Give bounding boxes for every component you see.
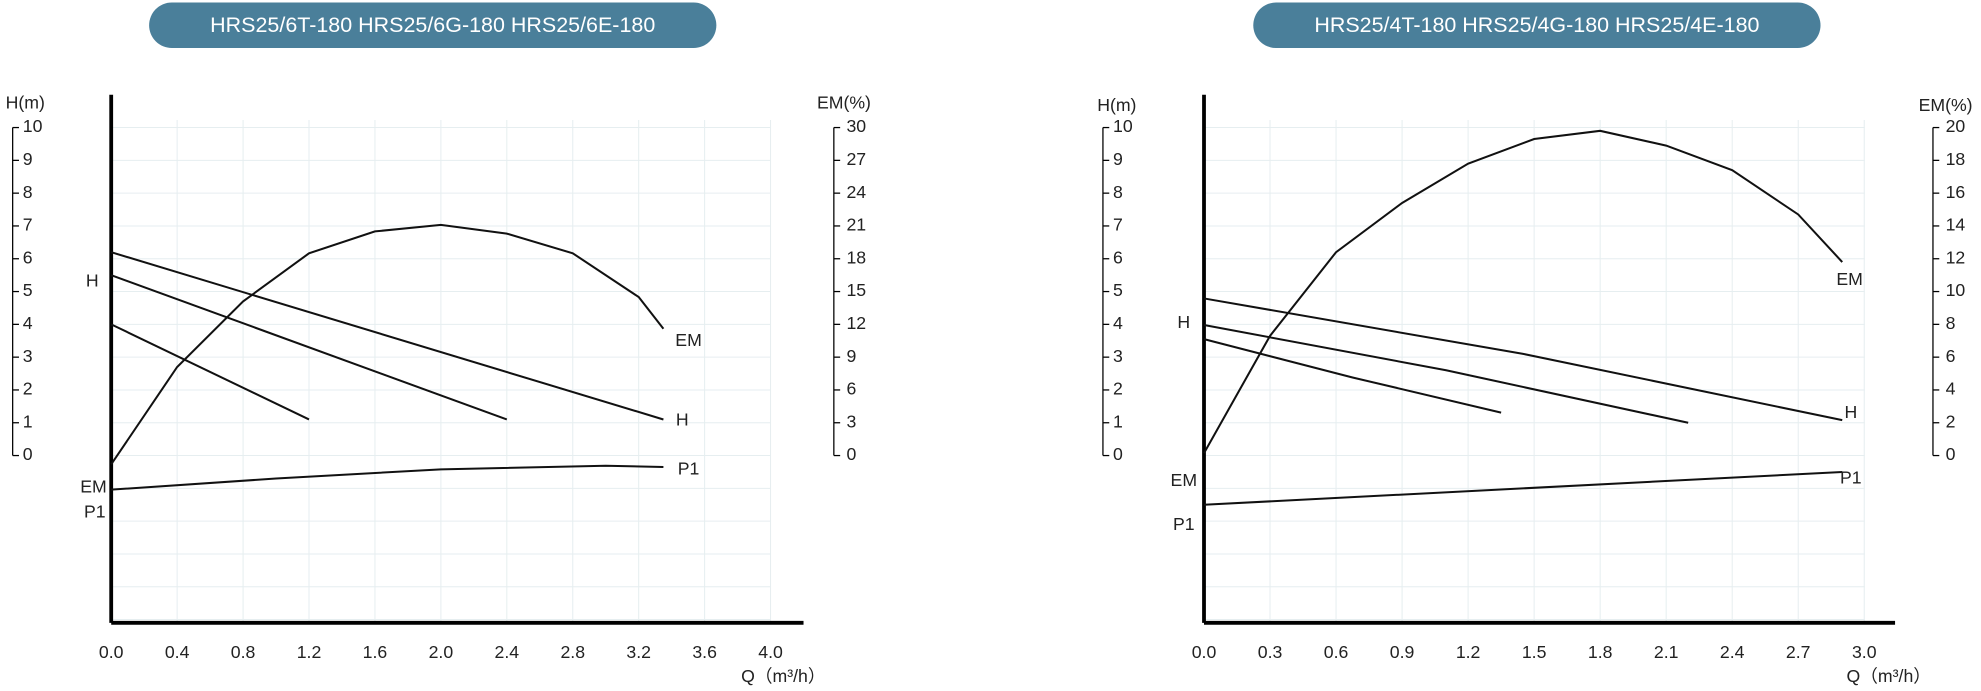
y2-tick-label: 8 bbox=[1946, 313, 1956, 333]
x-tick-label: 2.7 bbox=[1786, 642, 1811, 662]
y2-tick-label: 10 bbox=[1946, 280, 1966, 300]
y-tick-label: 7 bbox=[1113, 215, 1123, 235]
y2-tick-label: 24 bbox=[846, 182, 866, 202]
y2-tick-label: 18 bbox=[846, 247, 866, 267]
curve-label: EM bbox=[1171, 470, 1198, 490]
x-tick-label: 0.6 bbox=[1324, 642, 1349, 662]
curve-label: EM bbox=[675, 330, 702, 350]
x-tick-label: 1.2 bbox=[1456, 642, 1481, 662]
x-tick-label: 2.4 bbox=[1720, 642, 1745, 662]
y-tick-label: 2 bbox=[23, 379, 33, 399]
chart-title: HRS25/4T-180 HRS25/4G-180 HRS25/4E-180 bbox=[1314, 13, 1759, 37]
curve-label: H bbox=[1177, 312, 1190, 332]
title-pill bbox=[149, 2, 717, 49]
y-tick-label: 2 bbox=[1113, 379, 1123, 399]
y-tick-label: 7 bbox=[23, 215, 33, 235]
x-tick-label: 2.1 bbox=[1654, 642, 1679, 662]
x-axis-label: Q（m³/h） bbox=[741, 666, 825, 686]
x-tick-label: 1.5 bbox=[1522, 642, 1547, 662]
curve-label: P1 bbox=[678, 459, 700, 479]
x-tick-label: 0.8 bbox=[231, 642, 256, 662]
y2-tick-label: 3 bbox=[846, 411, 856, 431]
y-tick-label: 6 bbox=[1113, 247, 1123, 267]
curve-label: P1 bbox=[1173, 514, 1195, 534]
y-tick-label: 1 bbox=[1113, 411, 1123, 431]
y2-axis-label: EM(%) bbox=[1919, 95, 1973, 115]
y-tick-label: 0 bbox=[23, 444, 33, 464]
y2-axis-label: EM(%) bbox=[817, 92, 871, 112]
y-tick-label: 0 bbox=[1113, 444, 1123, 464]
y-tick-label: 8 bbox=[1113, 182, 1123, 202]
y2-tick-label: 4 bbox=[1946, 379, 1956, 399]
x-axis-label: Q（m³/h） bbox=[1847, 666, 1931, 686]
y-axis-label: H(m) bbox=[6, 92, 45, 112]
y-tick-label: 5 bbox=[1113, 280, 1123, 300]
y2-tick-label: 21 bbox=[846, 215, 866, 235]
curve-label: EM bbox=[1836, 269, 1863, 289]
y2-tick-label: 16 bbox=[1946, 182, 1966, 202]
x-tick-label: 4.0 bbox=[758, 642, 783, 662]
y-tick-label: 10 bbox=[1113, 116, 1133, 136]
x-tick-label: 3.2 bbox=[626, 642, 651, 662]
x-tick-label: 2.8 bbox=[560, 642, 585, 662]
x-tick-label: 0.0 bbox=[1192, 642, 1217, 662]
y2-tick-label: 0 bbox=[1946, 444, 1956, 464]
curve bbox=[110, 323, 310, 421]
y-tick-label: 3 bbox=[23, 346, 33, 366]
y2-tick-label: 18 bbox=[1946, 149, 1966, 169]
x-tick-label: 0.3 bbox=[1258, 642, 1283, 662]
x-tick-label: 0.9 bbox=[1390, 642, 1415, 662]
x-tick-label: 0.4 bbox=[165, 642, 190, 662]
y-tick-label: 10 bbox=[23, 116, 43, 136]
y2-tick-label: 6 bbox=[846, 379, 856, 399]
curve bbox=[1203, 129, 1843, 454]
x-tick-label: 2.4 bbox=[495, 642, 520, 662]
x-tick-label: 2.0 bbox=[429, 642, 454, 662]
y2-tick-label: 2 bbox=[1946, 411, 1956, 431]
curve bbox=[1203, 297, 1843, 422]
y2-tick-label: 15 bbox=[846, 280, 866, 300]
y2-tick-label: 12 bbox=[846, 313, 866, 333]
curve-label: H bbox=[1844, 402, 1857, 422]
y-tick-label: 1 bbox=[23, 411, 33, 431]
curve bbox=[110, 223, 665, 465]
y2-tick-label: 9 bbox=[846, 346, 856, 366]
curve-label: EM bbox=[80, 476, 107, 496]
y-tick-label: 4 bbox=[1113, 313, 1123, 333]
y2-tick-label: 30 bbox=[846, 116, 866, 136]
x-tick-label: 1.2 bbox=[297, 642, 322, 662]
chart-title: HRS25/6T-180 HRS25/6G-180 HRS25/6E-180 bbox=[210, 13, 655, 37]
curve-label: P1 bbox=[84, 502, 106, 522]
y-tick-label: 4 bbox=[23, 313, 33, 333]
y-tick-label: 8 bbox=[23, 182, 33, 202]
y2-tick-label: 6 bbox=[1946, 346, 1956, 366]
y-tick-label: 9 bbox=[23, 149, 33, 169]
curve bbox=[110, 274, 508, 421]
x-tick-label: 0.0 bbox=[99, 642, 124, 662]
x-tick-label: 3.6 bbox=[692, 642, 717, 662]
y-tick-label: 3 bbox=[1113, 346, 1123, 366]
curve bbox=[1203, 470, 1843, 506]
y-axis-label: H(m) bbox=[1097, 95, 1136, 115]
x-tick-label: 1.6 bbox=[363, 642, 388, 662]
y2-tick-label: 20 bbox=[1946, 116, 1966, 136]
y-tick-label: 9 bbox=[1113, 149, 1123, 169]
curve bbox=[1203, 324, 1689, 424]
x-tick-label: 3.0 bbox=[1852, 642, 1877, 662]
curve bbox=[1203, 338, 1502, 414]
curve bbox=[111, 464, 664, 491]
curve-label: H bbox=[86, 270, 99, 290]
curve bbox=[110, 251, 664, 421]
y2-tick-label: 0 bbox=[846, 444, 856, 464]
title-pill bbox=[1253, 2, 1821, 49]
x-tick-label: 1.8 bbox=[1588, 642, 1613, 662]
y-tick-label: 6 bbox=[23, 247, 33, 267]
y2-tick-label: 12 bbox=[1946, 247, 1966, 267]
y2-tick-label: 14 bbox=[1946, 215, 1966, 235]
curve-label: P1 bbox=[1840, 467, 1862, 487]
y2-tick-label: 27 bbox=[846, 149, 866, 169]
curve-label: H bbox=[676, 409, 689, 429]
y-tick-label: 5 bbox=[23, 280, 33, 300]
